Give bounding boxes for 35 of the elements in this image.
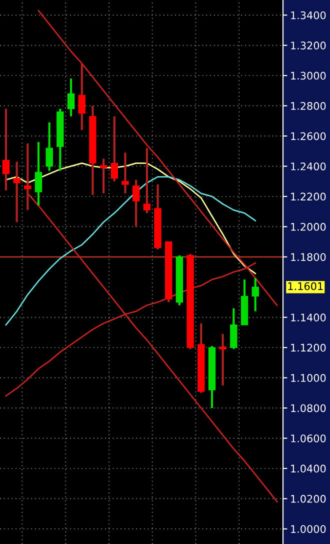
y-tick-label: 1.0600 [291, 434, 326, 442]
candlestick [34, 141, 42, 207]
candlestick [67, 78, 75, 118]
candlestick [252, 277, 259, 312]
y-tick-label: 1.1800 [291, 253, 326, 261]
y-tick-label: 1.1400 [291, 314, 326, 322]
candlestick [2, 108, 10, 192]
y-tick-label: 1.3400 [291, 11, 326, 20]
candlestick [13, 160, 20, 224]
candlestick [230, 307, 238, 350]
candlestick [78, 62, 86, 131]
y-tick-label: 1.2800 [291, 102, 326, 110]
candlestick [122, 152, 129, 194]
y-tick-label: 1.2000 [291, 222, 326, 231]
candlestick [143, 147, 151, 214]
y-tick-label: 1.0200 [291, 494, 326, 503]
candlestick [100, 158, 108, 194]
y-tick-label: 1.0800 [291, 404, 326, 412]
y-tick-label: 1.2600 [291, 132, 326, 140]
candlestick [110, 115, 118, 182]
y-tick-label: 1.1000 [291, 374, 326, 382]
line-series [5, 162, 256, 274]
candlestick [219, 332, 226, 386]
y-tick-label: 1.0000 [291, 525, 326, 533]
y-tick-label: 1.3000 [291, 72, 326, 80]
candlestick [24, 142, 32, 212]
y-tick-label: 1.2200 [291, 192, 326, 201]
candlestick [46, 121, 53, 172]
text: 1.1601 [288, 282, 323, 290]
y-tick-label: 1.3200 [291, 42, 326, 50]
y-tick-label: 1.1200 [291, 344, 326, 352]
candlestick [132, 178, 140, 228]
y-tick-label: 1.0400 [291, 464, 326, 473]
y-tick-label: 1.2400 [291, 162, 326, 170]
line-series [5, 176, 256, 326]
